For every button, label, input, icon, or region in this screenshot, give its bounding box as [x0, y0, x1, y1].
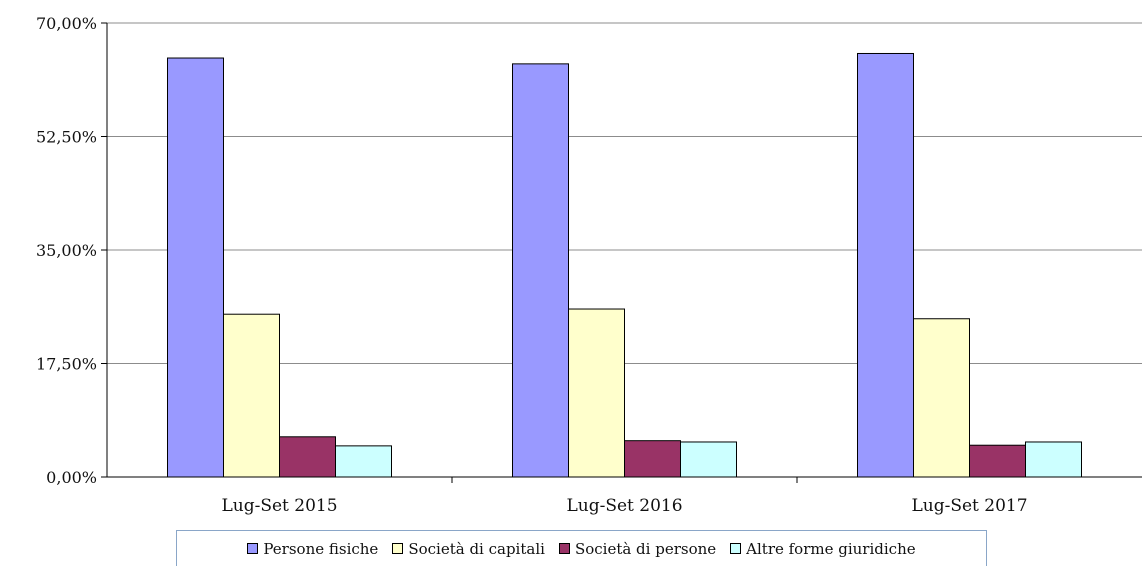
- bar: [167, 57, 224, 478]
- bar: [624, 440, 681, 478]
- bar: [279, 436, 336, 478]
- legend-label: Società di persone: [574, 539, 717, 558]
- bar: [857, 52, 914, 478]
- y-tick-label: 52,50%: [36, 128, 97, 147]
- bar: [913, 318, 970, 478]
- legend-item-societa-di-capitali: Società di capitali: [392, 540, 545, 558]
- legend-item-altre-forme-giuridiche: Altre forme giuridiche: [730, 539, 916, 558]
- legend: Persone fisiche Società di capitali Soci…: [176, 530, 987, 566]
- legend-swatch: [558, 543, 570, 554]
- bar: [568, 308, 625, 478]
- y-tick-label: 70,00%: [36, 14, 97, 33]
- bar: [512, 63, 569, 478]
- y-tick-label: 17,50%: [36, 355, 97, 374]
- bar: [223, 313, 280, 478]
- legend-label: Persone fisiche: [263, 539, 379, 558]
- bar: [1025, 441, 1082, 478]
- legend-swatch: [392, 543, 404, 554]
- y-tick-label: 0,00%: [46, 468, 97, 487]
- legend-item-persone-fisiche: Persone fisiche: [247, 540, 378, 558]
- legend-item-societa-di-persone: Società di persone: [558, 539, 717, 558]
- legend-swatch: [730, 543, 742, 554]
- legend-swatch: [247, 543, 259, 554]
- y-tick-label: 35,00%: [36, 241, 97, 260]
- bar: [969, 444, 1026, 478]
- x-tick-label: Lug-Set 2015: [221, 496, 337, 516]
- x-tick-label: Lug-Set 2017: [911, 496, 1027, 516]
- bar: [335, 445, 392, 478]
- bar: [680, 441, 737, 478]
- x-tick-label: Lug-Set 2016: [566, 496, 682, 516]
- legend-label: Società di capitali: [408, 539, 545, 558]
- legend-label: Altre forme giuridiche: [746, 539, 916, 558]
